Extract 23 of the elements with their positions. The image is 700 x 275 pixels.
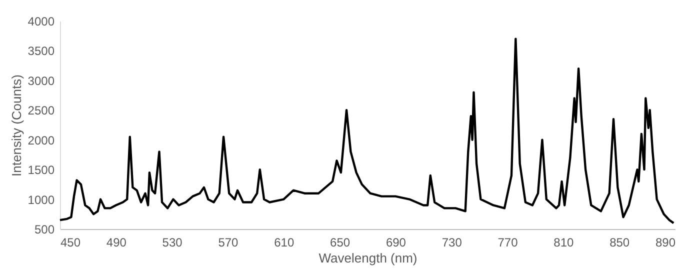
- x-tick-label: 810: [554, 236, 574, 250]
- x-tick-label: 650: [330, 236, 350, 250]
- y-tick-label: 500: [34, 222, 55, 236]
- x-tick-label: 530: [162, 236, 183, 250]
- y-axis-title: Intensity (Counts): [8, 74, 24, 176]
- x-tick-label: 610: [274, 236, 294, 250]
- x-tick-label: 570: [218, 236, 239, 250]
- y-tick-label: 4000: [28, 14, 55, 28]
- x-tick-label: 490: [106, 236, 127, 250]
- y-tick-label: 2500: [28, 104, 55, 118]
- x-axis-title: Wavelength (nm): [318, 250, 418, 266]
- y-tick-label: 2000: [28, 133, 55, 148]
- y-tick-label: 1500: [28, 163, 55, 178]
- x-tick-label: 890: [655, 236, 676, 250]
- x-tick-label: 690: [386, 236, 406, 250]
- y-tick-label: 3000: [28, 74, 55, 88]
- y-tick-label: 1000: [28, 192, 55, 207]
- x-tick-label: 850: [610, 236, 630, 250]
- x-tick-label: 730: [442, 236, 462, 250]
- x-tick-label: 450: [60, 236, 81, 250]
- y-tick-label: 3500: [28, 44, 55, 58]
- line-series: [58, 38, 675, 224]
- x-tick-label: 770: [498, 236, 518, 250]
